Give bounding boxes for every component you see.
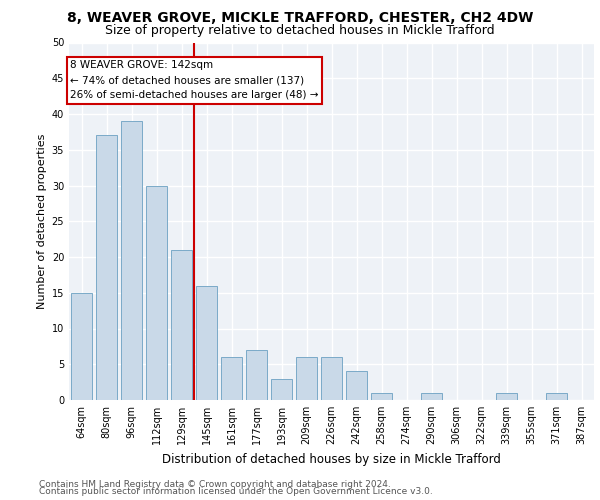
Bar (246, 350, 267, 400)
Bar (146, 186, 167, 400)
Text: 8 WEAVER GROVE: 142sqm
← 74% of detached houses are smaller (137)
26% of semi-de: 8 WEAVER GROVE: 142sqm ← 74% of detached… (70, 60, 319, 100)
Bar (121, 121, 142, 400)
Y-axis label: Number of detached properties: Number of detached properties (37, 134, 47, 309)
Text: Contains HM Land Registry data © Crown copyright and database right 2024.: Contains HM Land Registry data © Crown c… (39, 480, 391, 489)
Text: Size of property relative to detached houses in Mickle Trafford: Size of property relative to detached ho… (105, 24, 495, 37)
Bar (96, 136, 117, 400)
Text: Contains public sector information licensed under the Open Government Licence v3: Contains public sector information licen… (39, 488, 433, 496)
Bar (546, 393, 567, 400)
Bar (496, 393, 517, 400)
X-axis label: Distribution of detached houses by size in Mickle Trafford: Distribution of detached houses by size … (162, 452, 501, 466)
Bar (371, 393, 392, 400)
Bar (421, 393, 442, 400)
Bar (271, 378, 292, 400)
Bar (221, 357, 242, 400)
Text: 8, WEAVER GROVE, MICKLE TRAFFORD, CHESTER, CH2 4DW: 8, WEAVER GROVE, MICKLE TRAFFORD, CHESTE… (67, 11, 533, 25)
Bar (321, 357, 342, 400)
Bar (196, 286, 217, 400)
Bar (296, 357, 317, 400)
Bar (71, 292, 92, 400)
Bar (171, 250, 192, 400)
Bar (346, 372, 367, 400)
